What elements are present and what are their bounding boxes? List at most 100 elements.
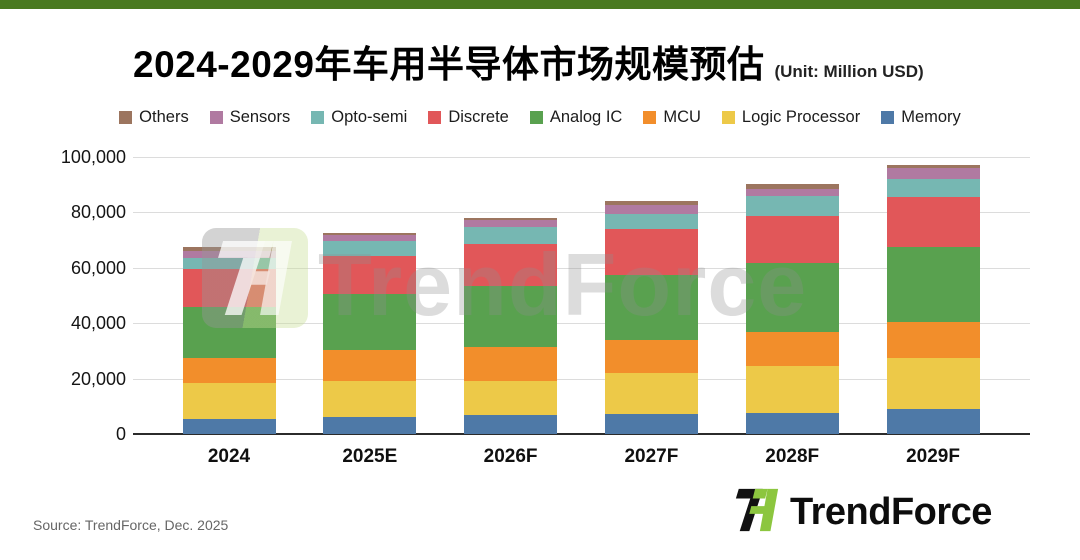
- unit-label: (Unit: Million USD): [774, 62, 924, 81]
- gridline: [133, 212, 1030, 214]
- bar-segment-2024-memory: [182, 418, 276, 434]
- page-title: 2024-2029年车用半导体市场规模预估: [133, 44, 765, 85]
- bar-segment-2025E-mcu: [323, 349, 417, 382]
- legend-label: MCU: [663, 108, 701, 126]
- bar-segment-2028F-memory: [745, 413, 839, 434]
- bar-segment-2027F-mcu: [604, 340, 698, 373]
- bar-segment-2029F-discrete: [886, 197, 980, 248]
- legend-swatch: [881, 111, 895, 124]
- bar-segment-2024-analog-ic: [182, 306, 276, 359]
- bar-segment-2029F-opto-semi: [886, 179, 980, 198]
- legend-label: Others: [139, 108, 189, 126]
- x-axis-tick-label: 2029F: [906, 446, 960, 467]
- bar-segment-2024-mcu: [182, 358, 276, 383]
- trendforce-logo-icon: [733, 486, 781, 539]
- bar-segment-2028F-analog-ic: [745, 262, 839, 333]
- legend-item-others: Others: [119, 108, 189, 127]
- bar-segment-2028F-others: [745, 184, 839, 189]
- bar-segment-2025E-others: [323, 232, 417, 236]
- legend-label: Memory: [901, 108, 961, 126]
- bar-segment-2026F-opto-semi: [464, 227, 558, 244]
- bar-segment-2028F-opto-semi: [745, 196, 839, 216]
- top-green-bar: [0, 0, 1080, 9]
- x-axis-tick-label: 2025E: [342, 446, 398, 467]
- bar-segment-2027F-discrete: [604, 229, 698, 275]
- bar-segment-2027F-memory: [604, 414, 698, 434]
- legend-swatch: [119, 111, 133, 124]
- y-axis-tick-label: 0: [115, 424, 126, 444]
- bar-segment-2025E-discrete: [323, 255, 417, 294]
- legend-swatch: [311, 111, 325, 124]
- bar-segment-2024-logic-processor: [182, 382, 276, 419]
- legend-label: Logic Processor: [741, 108, 861, 126]
- bar-segment-2026F-analog-ic: [464, 285, 558, 347]
- bar-segment-2029F-sensors: [886, 168, 980, 180]
- x-axis-tick-label: 2026F: [483, 446, 538, 467]
- bar-segment-2024-sensors: [182, 251, 276, 259]
- gridline: [133, 157, 1030, 158]
- bar-segment-2029F-logic-processor: [886, 357, 980, 410]
- bar-segment-2024-discrete: [182, 269, 276, 307]
- bar-segment-2028F-sensors: [745, 188, 839, 197]
- legend-item-logic-processor: Logic Processor: [721, 108, 861, 127]
- bar-segment-2026F-others: [464, 218, 558, 220]
- bar-segment-2026F-discrete: [464, 243, 558, 286]
- bar-segment-2024-others: [182, 247, 276, 252]
- bar-segment-2028F-logic-processor: [745, 365, 839, 414]
- x-axis-tick-label: 2027F: [624, 446, 679, 467]
- legend-item-analog-ic: Analog IC: [529, 108, 623, 127]
- legend-swatch: [721, 111, 735, 124]
- y-axis-tick-label: 40,000: [70, 313, 126, 334]
- legend-item-sensors: Sensors: [209, 108, 291, 127]
- legend-swatch: [209, 111, 223, 124]
- legend-item-opto-semi: Opto-semi: [311, 108, 407, 127]
- source-note: Source: TrendForce, Dec. 2025: [33, 517, 229, 533]
- bar-segment-2028F-discrete: [745, 216, 839, 263]
- bar-segment-2027F-sensors: [604, 205, 698, 215]
- bar-segment-2027F-logic-processor: [604, 372, 698, 415]
- bar-segment-2029F-others: [886, 165, 980, 169]
- trendforce-logo-text: TrendForce: [790, 491, 992, 533]
- legend-item-discrete: Discrete: [428, 108, 509, 127]
- legend-label: Sensors: [229, 108, 291, 126]
- y-axis-tick-label: 60,000: [70, 257, 126, 278]
- bar-segment-2029F-mcu: [886, 322, 980, 358]
- bar-segment-2026F-memory: [464, 415, 558, 434]
- bar-segment-2029F-analog-ic: [886, 247, 980, 323]
- legend-label: Opto-semi: [331, 108, 408, 126]
- x-axis-tick-label: 2028F: [765, 446, 820, 467]
- legend-swatch: [643, 111, 657, 124]
- legend-label: Discrete: [448, 108, 509, 126]
- bar-segment-2027F-opto-semi: [604, 214, 698, 230]
- legend-swatch: [529, 111, 543, 124]
- legend-label: Analog IC: [549, 108, 623, 126]
- gridline: [133, 378, 1030, 380]
- x-axis-line: [133, 433, 1030, 435]
- bar-segment-2027F-others: [604, 201, 698, 206]
- bar-segment-2026F-logic-processor: [464, 381, 558, 416]
- bar-segment-2025E-analog-ic: [323, 293, 417, 350]
- bar-segment-2028F-mcu: [745, 332, 839, 366]
- y-axis-tick-label: 20,000: [70, 368, 126, 389]
- bar-segment-2024-opto-semi: [182, 258, 276, 270]
- y-axis-tick-label: 100,000: [60, 147, 126, 167]
- trendforce-logo: TrendForce: [733, 486, 992, 539]
- legend-swatch: [428, 111, 442, 124]
- bar-segment-2026F-sensors: [464, 219, 558, 228]
- bar-segment-2027F-analog-ic: [604, 274, 698, 341]
- header: 2024-2029年车用半导体市场规模预估 (Unit: Million USD): [133, 34, 924, 88]
- x-axis-tick-label: 2024: [207, 446, 251, 467]
- bar-segment-2029F-memory: [886, 409, 980, 434]
- gridline: [133, 323, 1030, 325]
- legend-item-memory: Memory: [881, 108, 961, 127]
- gridline: [133, 267, 1030, 269]
- bar-segment-2025E-sensors: [323, 235, 417, 242]
- chart-legend: Others Sensors Opto-semi Discrete Analog IC M…: [0, 108, 1080, 127]
- bar-segment-2026F-mcu: [464, 346, 558, 382]
- legend-item-mcu: MCU: [643, 108, 701, 127]
- y-axis-tick-label: 80,000: [70, 202, 126, 223]
- bar-segment-2025E-logic-processor: [323, 381, 417, 417]
- bar-segment-2025E-memory: [323, 416, 417, 434]
- bar-segment-2025E-opto-semi: [323, 241, 417, 256]
